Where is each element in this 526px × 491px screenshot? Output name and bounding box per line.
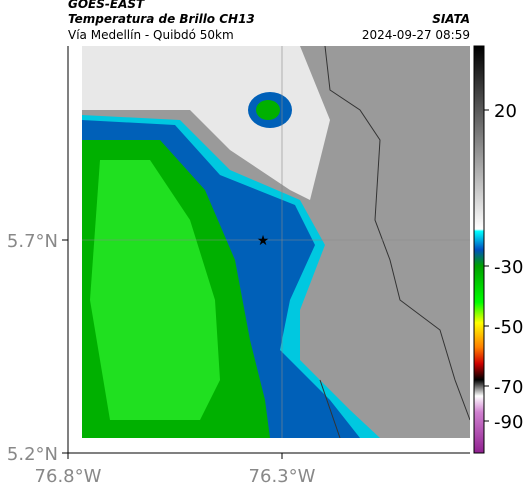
colorbar-label: -70 <box>494 377 523 398</box>
lat-label: 5.2°N <box>7 444 58 465</box>
satellite-image: ★ <box>82 46 470 438</box>
colorbar-label: -50 <box>494 317 523 338</box>
colorbar-ticks: 20 -30 -50 -70 -90 <box>484 101 523 433</box>
colorbar <box>473 45 485 454</box>
timestamp: 2024-09-27 08:59 <box>362 28 470 42</box>
lon-label: 76.8°W <box>35 466 102 487</box>
colorbar-label: -30 <box>494 257 523 278</box>
svg-text:★: ★ <box>257 233 270 249</box>
colorbar-label: -90 <box>494 412 523 433</box>
title: Temperatura de Brillo CH13 <box>68 12 255 26</box>
colorbar-label: 20 <box>494 101 517 122</box>
lon-label: 76.3°W <box>249 466 316 487</box>
credit: SIATA <box>432 12 470 26</box>
subtitle: Vía Medellín - Quibdó 50km <box>68 28 234 42</box>
source: GOES-EAST <box>68 0 145 11</box>
lat-label: 5.7°N <box>7 231 58 252</box>
